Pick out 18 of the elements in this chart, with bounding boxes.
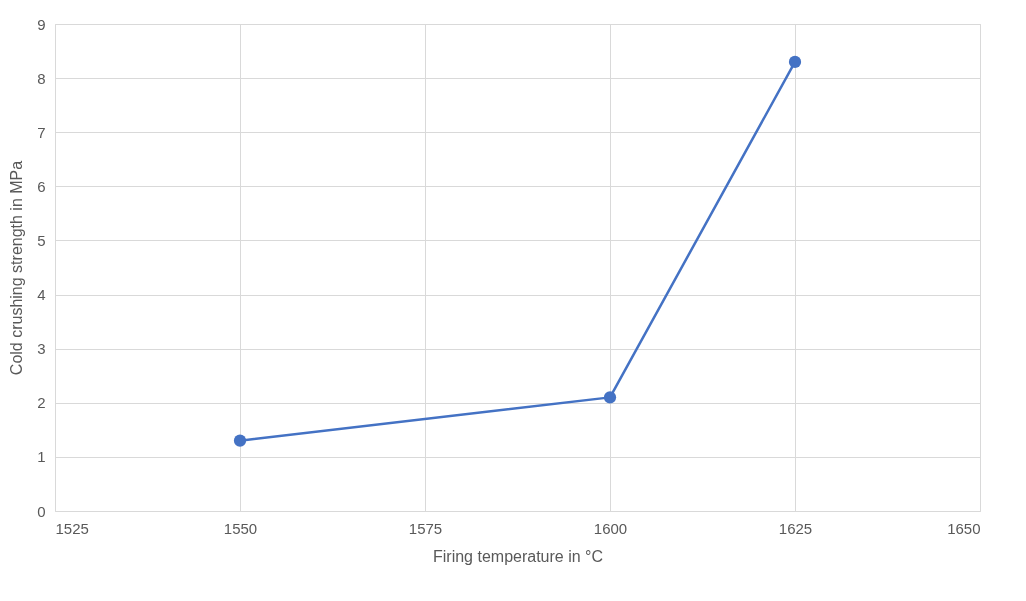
y-tick-label: 3 (37, 340, 46, 358)
x-tick-label: 1600 (593, 519, 628, 537)
x-axis-title: Firing temperature in °C (432, 547, 604, 565)
y-tick-label: 7 (37, 123, 46, 141)
y-tick-label: 9 (37, 15, 46, 33)
y-axis-title: Cold crushing strength in MPa (8, 160, 26, 376)
y-tick-label: 1 (37, 448, 46, 466)
x-tick-label: 1550 (223, 519, 258, 537)
y-tick-label: 8 (37, 69, 46, 87)
y-tick-label: 4 (37, 286, 46, 304)
x-tick-label: 1625 (778, 519, 813, 537)
y-tick-label: 2 (37, 394, 46, 412)
y-tick-label: 6 (37, 177, 46, 195)
x-tick-label: 1525 (55, 519, 89, 537)
y-tick-label: 0 (37, 502, 46, 520)
y-tick-label: 5 (37, 231, 46, 249)
x-tick-label: 1575 (408, 519, 443, 537)
x-tick-label: 1650 (947, 519, 981, 537)
